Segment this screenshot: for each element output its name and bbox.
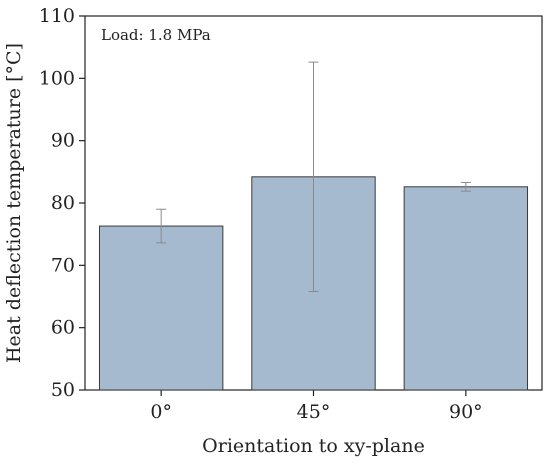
y-axis: 50 60 70 80 90 100 110 — [39, 5, 85, 401]
y-tick-label: 50 — [51, 379, 75, 401]
x-tick-label: 0° — [150, 401, 172, 423]
y-tick-label: 80 — [51, 192, 75, 214]
y-tick-label: 110 — [39, 5, 75, 27]
load-annotation: Load: 1.8 MPa — [101, 26, 211, 44]
y-tick-label: 60 — [51, 317, 75, 339]
bar — [98, 225, 224, 391]
x-tick-label: 90° — [449, 401, 483, 423]
y-tick-label: 90 — [51, 130, 75, 152]
x-tick-label: 45° — [297, 401, 331, 423]
error-bars — [156, 61, 471, 293]
y-tick-label: 100 — [39, 67, 75, 89]
x-axis-title: Orientation to xy-plane — [202, 435, 425, 457]
y-tick-label: 70 — [51, 254, 75, 276]
bar — [403, 186, 529, 391]
bars — [98, 176, 529, 391]
x-axis: 0° 45° 90° — [150, 390, 483, 423]
y-axis-title: Heat deflection temperature [°C] — [3, 43, 25, 363]
